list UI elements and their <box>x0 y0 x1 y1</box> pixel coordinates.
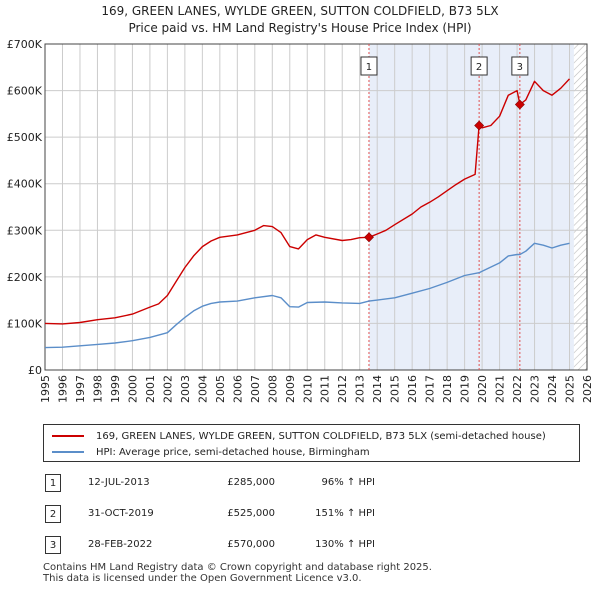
x-tick-label: 2019 <box>459 375 472 403</box>
y-tick-label: £200K <box>7 271 43 284</box>
x-tick-label: 2007 <box>249 375 262 403</box>
x-tick-label: 2011 <box>319 375 332 403</box>
transaction-price: £570,000 <box>227 539 275 550</box>
x-tick-label: 2015 <box>389 375 402 403</box>
x-tick-label: 2018 <box>441 375 454 403</box>
x-tick-label: 2010 <box>301 375 314 403</box>
transaction-hpi: 130% ↑ HPI <box>315 539 375 550</box>
x-tick-label: 2001 <box>144 375 157 403</box>
chart-subtitle: Price paid vs. HM Land Registry's House … <box>128 21 472 35</box>
y-tick-label: £400K <box>7 178 43 191</box>
x-tick-label: 1996 <box>56 375 69 403</box>
x-tick-label: 2017 <box>424 375 437 403</box>
chart-title: 169, GREEN LANES, WYLDE GREEN, SUTTON CO… <box>101 4 499 18</box>
transaction-date: 12-JUL-2013 <box>88 477 150 488</box>
transaction-marker-label: 2 <box>476 62 482 73</box>
x-tick-label: 1998 <box>91 375 104 403</box>
x-tick-label: 2013 <box>354 375 367 403</box>
x-tick-label: 1997 <box>74 375 87 403</box>
transaction-number: 2 <box>45 505 61 523</box>
y-tick-label: £600K <box>7 85 43 98</box>
footer-license: This data is licensed under the Open Gov… <box>43 573 362 584</box>
legend-label-hpi: HPI: Average price, semi-detached house,… <box>96 446 370 458</box>
y-tick-label: £700K <box>7 38 43 51</box>
x-tick-label: 2021 <box>494 375 507 403</box>
hpi-line <box>44 242 570 349</box>
shaded-period <box>368 44 574 370</box>
x-tick-label: 2023 <box>529 375 542 403</box>
x-tick-label: 2002 <box>161 375 174 403</box>
x-tick-label: 2022 <box>511 375 524 403</box>
footer-copyright: Contains HM Land Registry data © Crown c… <box>43 562 432 573</box>
x-tick-label: 2024 <box>546 375 559 403</box>
x-tick-label: 1995 <box>39 375 52 403</box>
legend-swatch-hpi <box>52 451 84 453</box>
transaction-number: 1 <box>45 474 61 492</box>
transaction-marker-box <box>470 56 488 76</box>
x-tick-label: 2009 <box>284 375 297 403</box>
x-tick-label: 2006 <box>231 375 244 403</box>
x-tick-label: 2014 <box>371 375 384 403</box>
transaction-date: 31-OCT-2019 <box>88 508 154 519</box>
sale-point <box>474 120 485 131</box>
legend-label-property: 169, GREEN LANES, WYLDE GREEN, SUTTON CO… <box>96 430 546 442</box>
x-tick-label: 2025 <box>564 375 577 403</box>
property-price-line <box>44 78 571 325</box>
x-tick-label: 2016 <box>406 375 419 403</box>
x-tick-label: 2004 <box>196 375 209 403</box>
transaction-marker-box <box>360 56 378 76</box>
x-tick-label: 2020 <box>476 375 489 403</box>
transaction-marker-label: 1 <box>366 62 372 73</box>
transaction-hpi: 151% ↑ HPI <box>315 508 375 519</box>
x-tick-label: 1999 <box>109 375 122 403</box>
y-tick-label: £300K <box>7 224 43 237</box>
sale-point <box>364 232 374 243</box>
y-tick-label: £0 <box>28 364 42 377</box>
transaction-price: £285,000 <box>227 477 275 488</box>
chart-legend: 169, GREEN LANES, WYLDE GREEN, SUTTON CO… <box>43 424 580 462</box>
x-tick-label: 2000 <box>126 375 139 403</box>
transaction-marker-box <box>511 56 529 76</box>
forecast-hatch <box>573 44 587 370</box>
y-tick-label: £100K <box>7 317 43 330</box>
x-tick-label: 2012 <box>336 375 349 403</box>
plot-frame <box>44 43 588 371</box>
transaction-number: 3 <box>45 536 61 554</box>
y-tick-label: £500K <box>7 131 43 144</box>
transaction-hpi: 96% ↑ HPI <box>321 477 375 488</box>
legend-item-hpi: HPI: Average price, semi-detached house,… <box>52 444 370 460</box>
transaction-date: 28-FEB-2022 <box>88 539 153 550</box>
sale-point <box>514 99 525 110</box>
x-tick-label: 2008 <box>266 375 279 403</box>
transaction-marker-label: 3 <box>517 62 523 73</box>
x-tick-label: 2003 <box>179 375 192 403</box>
x-tick-label: 2026 <box>581 375 594 403</box>
price-chart: 1 2 3 £0 £100K £200K £300K £400K £500K £600K £700K… <box>7 38 594 403</box>
x-tick-label: 2005 <box>214 375 227 403</box>
legend-swatch-property <box>52 435 84 437</box>
transaction-price: £525,000 <box>227 508 275 519</box>
legend-item-property: 169, GREEN LANES, WYLDE GREEN, SUTTON CO… <box>52 428 546 444</box>
